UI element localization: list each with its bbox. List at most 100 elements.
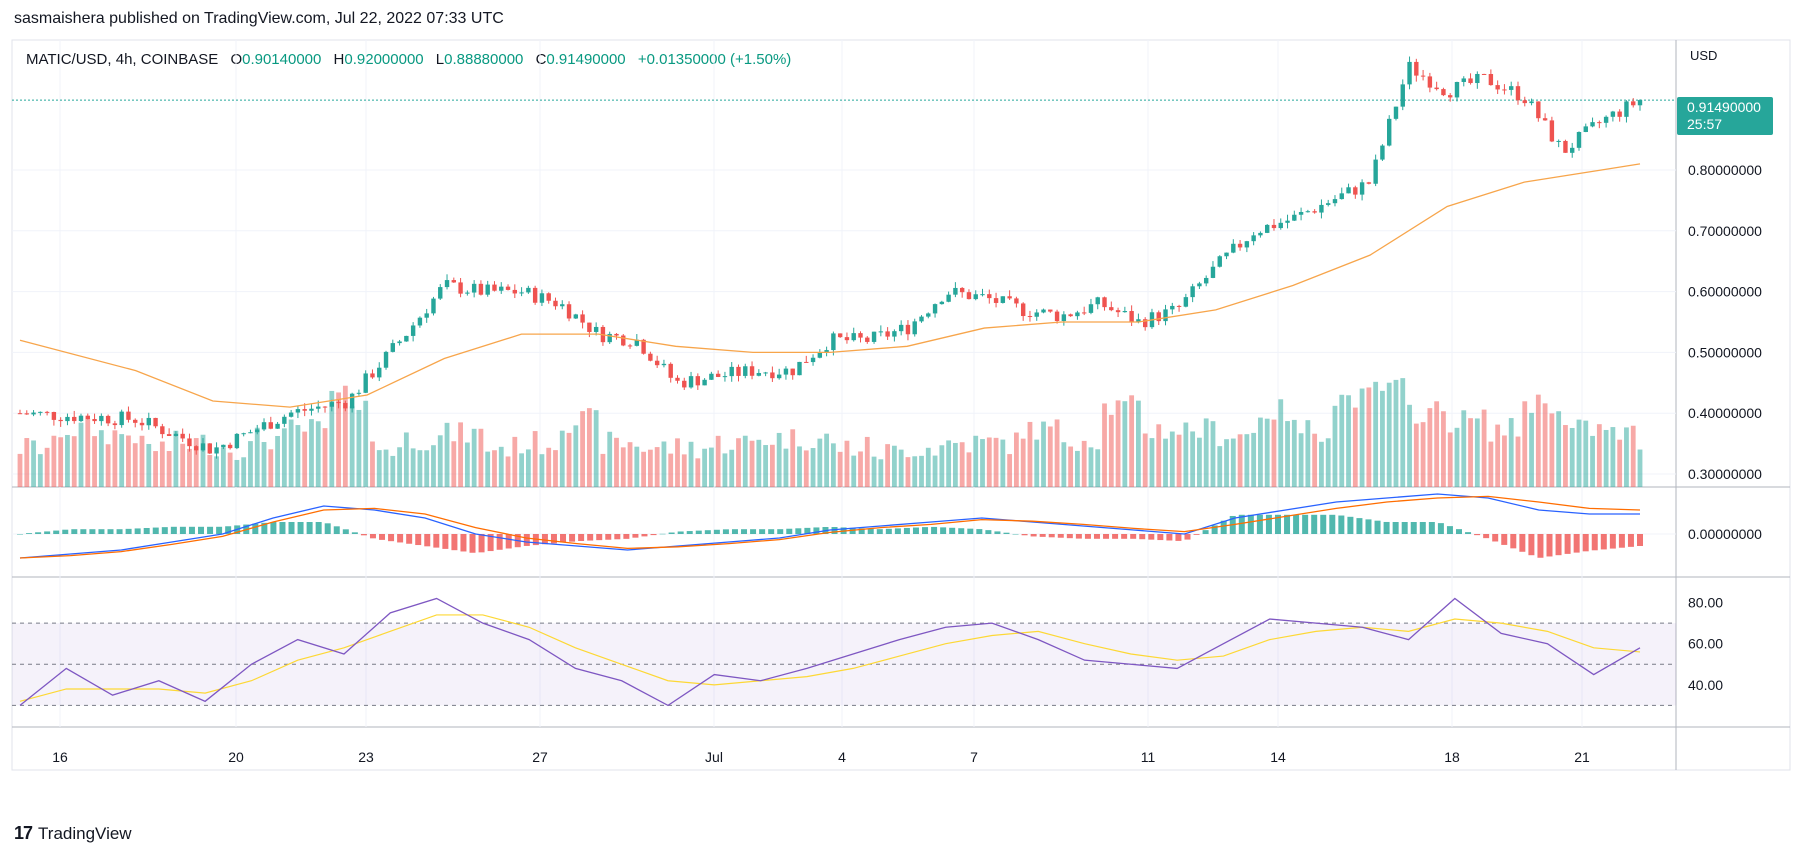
candle-body xyxy=(634,339,640,346)
candle-body xyxy=(1109,307,1114,311)
candle-body xyxy=(492,284,497,291)
volume-bar xyxy=(1047,426,1053,487)
volume-bar xyxy=(1637,449,1643,487)
high-label: H xyxy=(333,51,345,68)
volume-bar xyxy=(1122,401,1128,487)
volume-bar xyxy=(146,443,152,487)
candle-body xyxy=(17,413,23,415)
tradingview-mark-icon: 17 xyxy=(14,823,33,843)
candle-body xyxy=(1427,76,1433,88)
volume-bar xyxy=(932,455,938,487)
low-label: L xyxy=(435,51,445,68)
candle-body xyxy=(546,293,551,301)
macd-histogram-bar xyxy=(451,534,458,551)
candle-body xyxy=(227,444,233,449)
candle-body xyxy=(1136,319,1141,323)
volume-bar xyxy=(1000,439,1006,487)
macd-histogram-bar xyxy=(207,526,214,534)
candle-body xyxy=(282,416,287,424)
volume-bar xyxy=(1027,421,1033,487)
volume-bar xyxy=(193,438,199,487)
volume-bar xyxy=(973,435,979,487)
macd-histogram-bar xyxy=(1428,522,1435,534)
macd-histogram-bar xyxy=(1021,534,1028,536)
macd-histogram-bar xyxy=(1365,519,1372,534)
macd-histogram-bar xyxy=(1274,514,1281,534)
macd-histogram-bar xyxy=(1555,534,1562,556)
macd-histogram-bar xyxy=(1293,514,1300,534)
candle-body xyxy=(722,376,728,378)
candle-body xyxy=(1420,75,1426,77)
candle-body xyxy=(553,300,558,307)
candle-body xyxy=(593,326,599,332)
volume-bar xyxy=(1169,431,1175,487)
candle-body xyxy=(126,411,131,420)
candle-body xyxy=(1081,312,1087,314)
candle-body xyxy=(166,434,172,436)
volume-bar xyxy=(173,430,179,487)
candle-body xyxy=(1583,126,1588,133)
macd-histogram-bar xyxy=(722,529,729,534)
volume-bar xyxy=(1034,439,1040,487)
macd-histogram-bar xyxy=(442,534,449,549)
volume-bar xyxy=(1271,419,1277,487)
volume-bar xyxy=(1102,403,1107,487)
candle-body xyxy=(885,331,890,337)
candle-body xyxy=(1393,106,1399,119)
volume-bar xyxy=(702,448,708,487)
candle-body xyxy=(566,304,572,319)
volume-bar xyxy=(1298,433,1304,487)
symbol-label[interactable]: MATIC/USD, 4h, COINBASE xyxy=(26,51,219,68)
volume-bar xyxy=(1434,401,1440,487)
macd-histogram-bar xyxy=(1483,534,1490,539)
candle-body xyxy=(410,325,416,336)
candle-body xyxy=(1149,312,1155,328)
macd-histogram-bar xyxy=(985,530,992,534)
candle-body xyxy=(953,287,958,295)
volume-bar xyxy=(614,437,619,487)
candle-body xyxy=(702,379,707,386)
macd-histogram-bar xyxy=(1564,534,1571,554)
volume-bar xyxy=(464,442,470,487)
volume-bar xyxy=(1142,433,1148,487)
macd-histogram-bar xyxy=(26,533,33,534)
candle-body xyxy=(1454,81,1460,98)
candle-body xyxy=(790,368,795,376)
candle-body xyxy=(51,412,57,420)
volume-bar xyxy=(776,432,782,487)
macd-histogram-bar xyxy=(560,534,567,543)
macd-histogram-bar xyxy=(306,522,313,534)
macd-histogram-bar xyxy=(822,527,829,534)
macd-histogram-bar xyxy=(804,527,811,534)
volume-bar xyxy=(647,449,653,487)
macd-histogram-bar xyxy=(360,534,367,536)
macd-histogram-bar xyxy=(243,524,250,534)
macd-histogram-bar xyxy=(487,534,494,552)
candle-body xyxy=(1556,140,1561,142)
volume-bar xyxy=(1386,382,1392,487)
macd-histogram-bar xyxy=(1247,514,1254,534)
volume-bar xyxy=(756,439,762,487)
volume-bar xyxy=(1624,427,1629,487)
macd-histogram-bar xyxy=(1419,522,1426,534)
candle-body xyxy=(65,416,70,422)
candle-body xyxy=(1502,89,1507,91)
tradingview-logo[interactable]: 17 TradingView xyxy=(14,823,132,844)
candle-body xyxy=(417,317,423,326)
candle-body xyxy=(1387,118,1392,146)
volume-bar xyxy=(505,456,511,487)
volume-bar xyxy=(37,454,43,487)
candle-body xyxy=(1217,256,1222,267)
candle-body xyxy=(288,412,294,417)
volume-bar xyxy=(634,446,640,487)
macd-histogram-bar xyxy=(44,531,51,534)
macd-histogram-bar xyxy=(1410,522,1417,534)
candle-body xyxy=(1007,296,1012,299)
macd-histogram-bar xyxy=(1184,534,1191,540)
volume-bar xyxy=(783,448,789,487)
rsi-ma-line xyxy=(19,614,1641,702)
volume-bar xyxy=(1441,411,1446,487)
volume-bar xyxy=(1576,419,1582,487)
candle-body xyxy=(919,316,924,322)
